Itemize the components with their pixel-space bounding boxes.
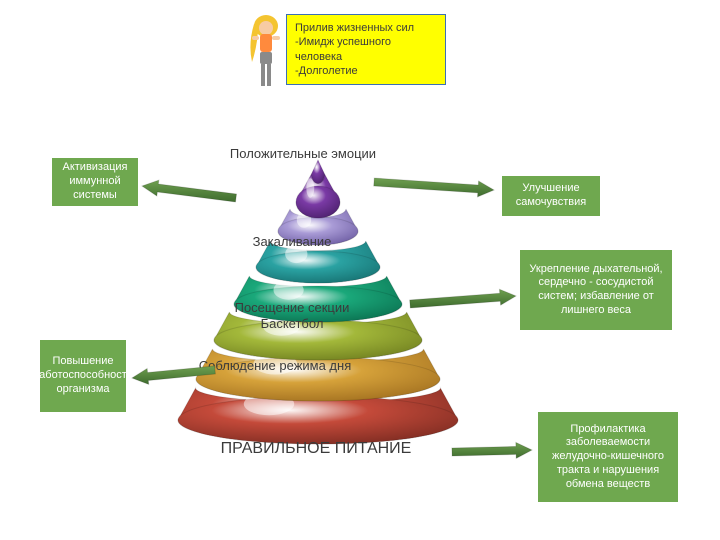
label-regime: Соблюдение режима дня <box>180 358 370 374</box>
diagram-stage: Прилив жизненных сил-Имидж успешногочело… <box>0 0 720 540</box>
box-resp: Укрепление дыхательной, сердечно - сосуд… <box>520 250 672 330</box>
box-capacity-text: Повышение работоспособности организма <box>33 355 133 396</box>
a_feel <box>374 178 494 197</box>
label-emotions: Положительные эмоции <box>228 146 378 162</box>
box-immune-text: Активизация иммунной системы <box>58 161 132 202</box>
box-gi: Профилактика заболеваемости желудочно-ки… <box>538 412 678 502</box>
box-feel-text: Улучшение самочувствия <box>508 182 594 210</box>
box-immune: Активизация иммунной системы <box>52 158 138 206</box>
bottom-label: ПРАВИЛЬНОЕ ПИТАНИЕ <box>186 440 446 458</box>
box-gi-text: Профилактика заболеваемости желудочно-ки… <box>544 423 672 492</box>
label-section: Посещение секции Баскетбол <box>222 300 362 331</box>
label-harden: Закаливание <box>237 234 347 250</box>
box-feel: Улучшение самочувствия <box>502 176 600 216</box>
box-resp-text: Укрепление дыхательной, сердечно - сосуд… <box>526 263 666 318</box>
box-capacity: Повышение работоспособности организма <box>40 340 126 412</box>
a_immune <box>142 180 237 202</box>
a_gi <box>452 442 532 458</box>
person-icon <box>244 14 288 94</box>
a_resp <box>410 289 516 308</box>
benefits-callout: Прилив жизненных сил-Имидж успешногочело… <box>286 14 446 85</box>
